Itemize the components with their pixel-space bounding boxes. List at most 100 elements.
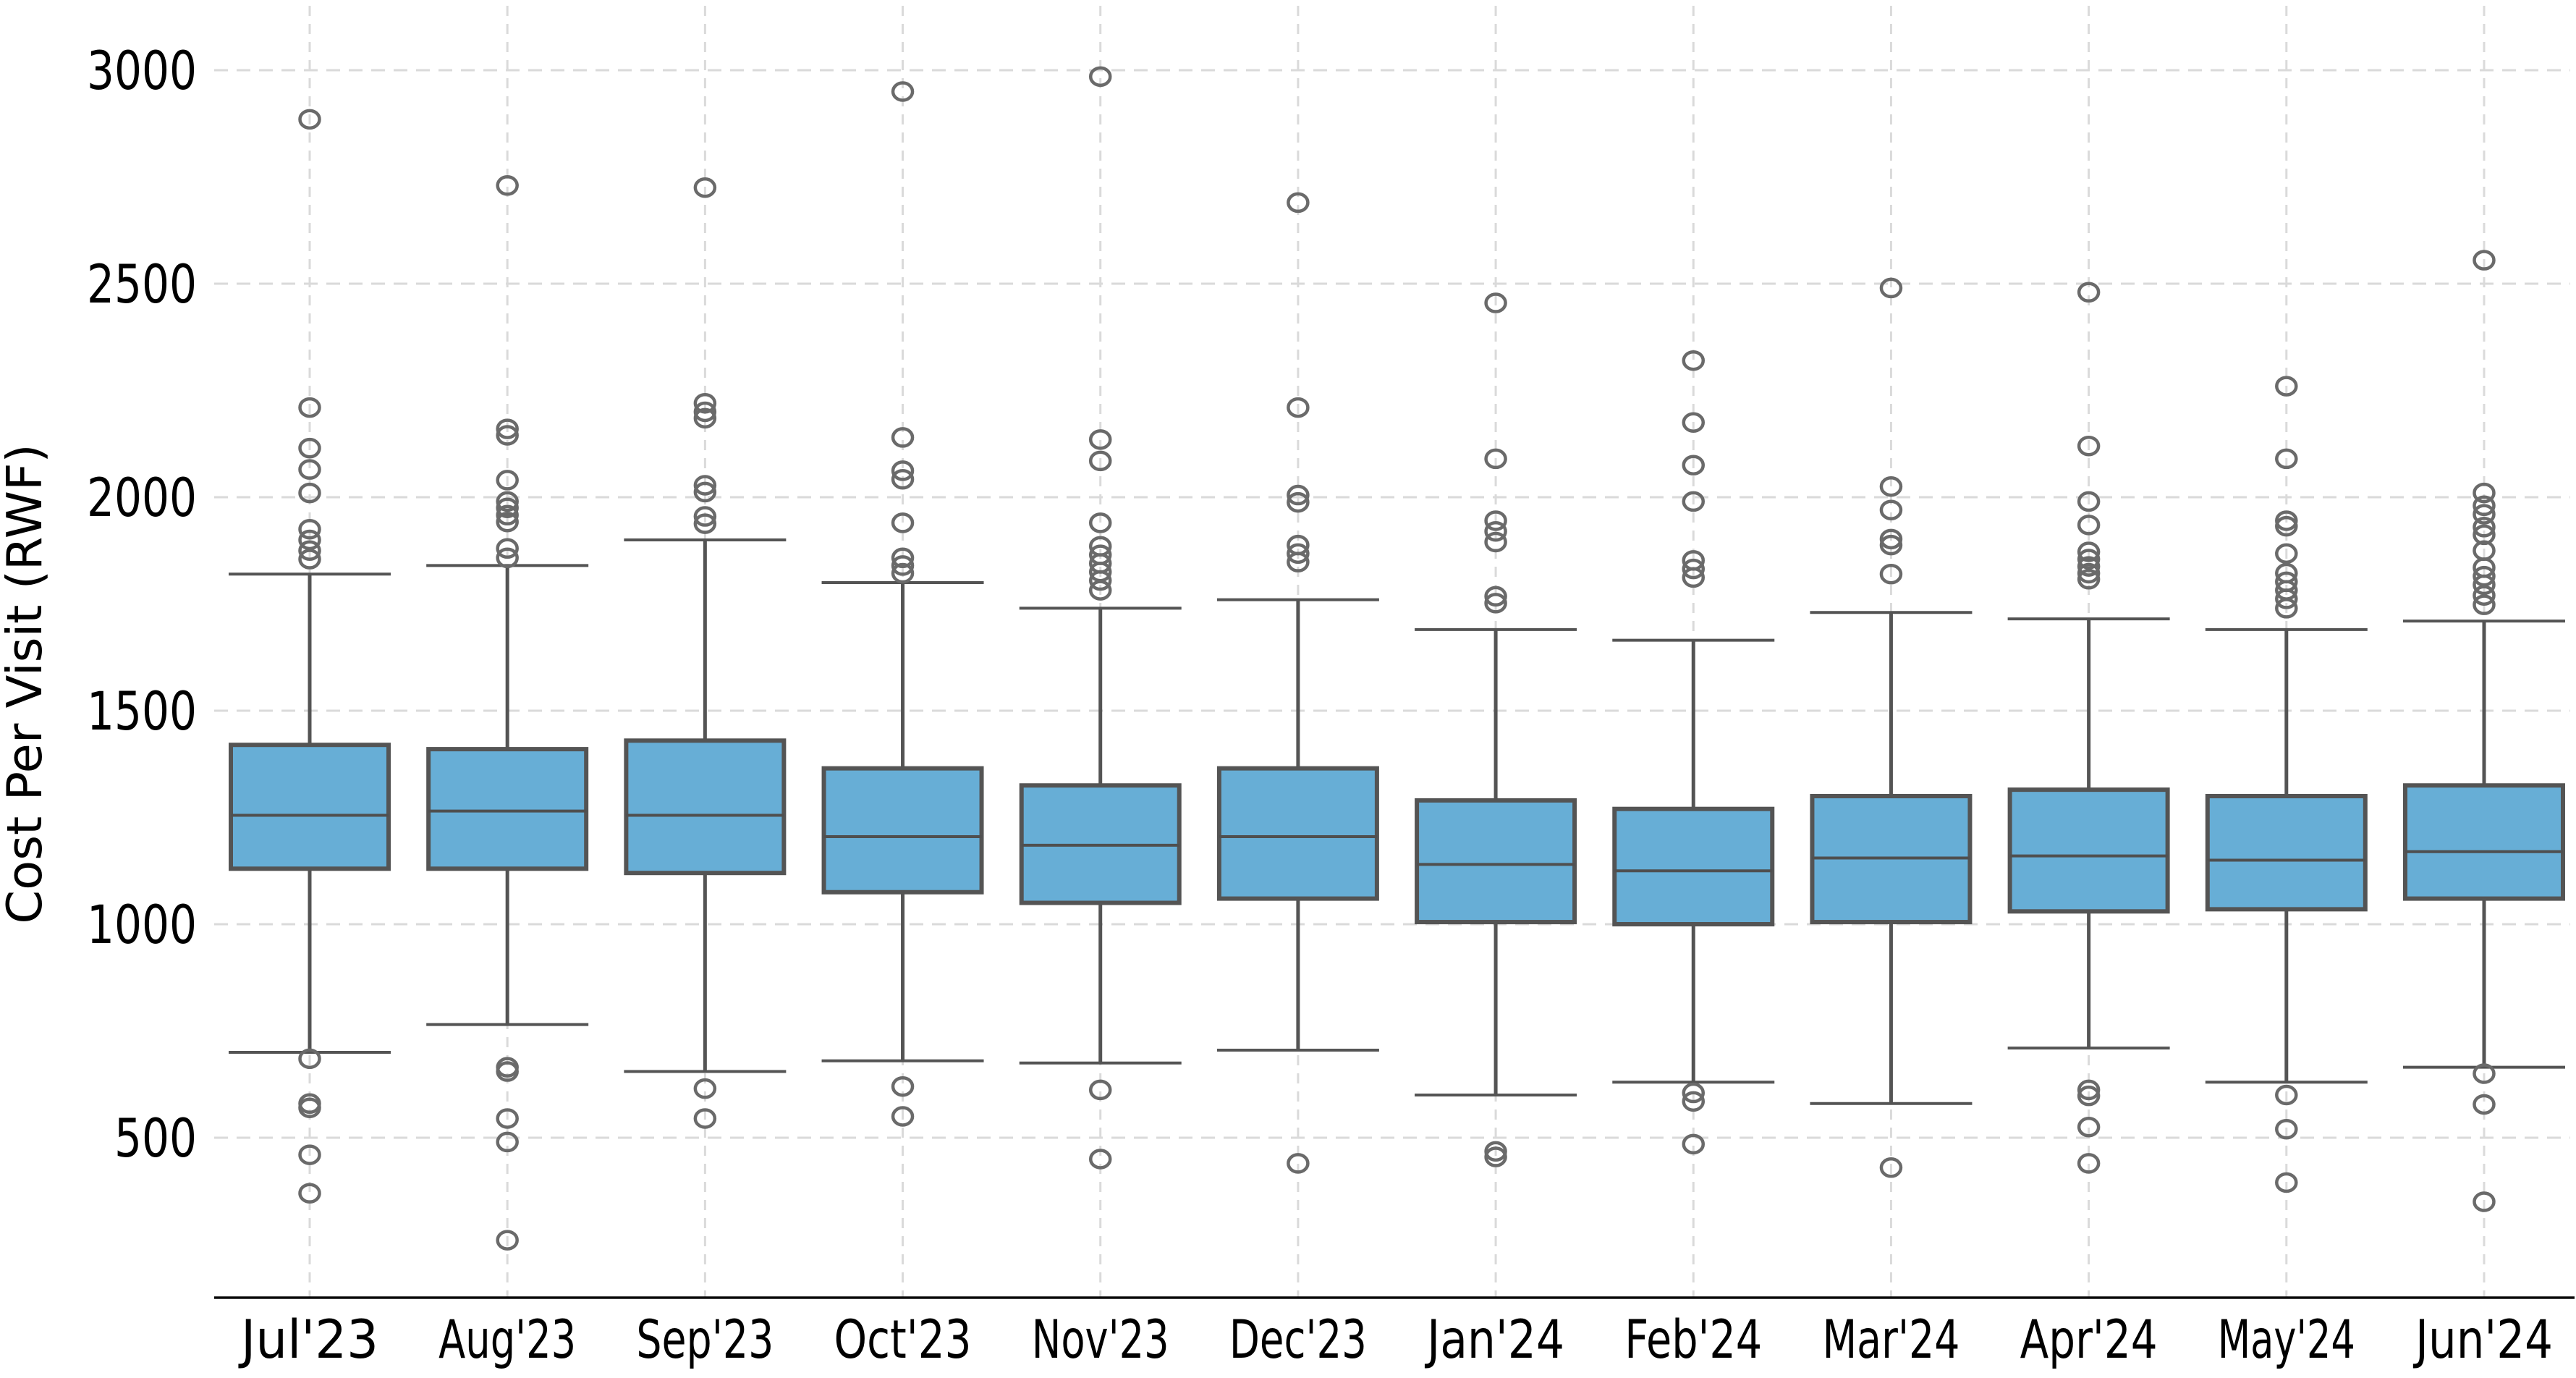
- outlier-point: [2473, 594, 2496, 615]
- x-tick-label: Aug'23: [438, 1309, 576, 1371]
- outlier-point: [2077, 491, 2101, 512]
- x-tick-label: Apr'24: [2020, 1309, 2158, 1371]
- outlier-point: [298, 109, 321, 130]
- outlier-point: [2275, 1084, 2298, 1106]
- outlier-point: [2473, 1094, 2496, 1115]
- outlier-point: [693, 513, 717, 534]
- outlier-point: [1682, 567, 1706, 588]
- outlier-point: [693, 177, 717, 198]
- outlier-point: [298, 397, 321, 418]
- outlier-point: [496, 470, 519, 491]
- outlier-point: [298, 1097, 321, 1118]
- outlier-point: [2473, 1191, 2496, 1212]
- box-group-mar24: [1810, 611, 1973, 1105]
- outlier-point: [1088, 450, 1112, 472]
- outlier-point: [1088, 512, 1112, 533]
- outlier-point: [2275, 448, 2298, 470]
- outlier-point: [298, 549, 321, 570]
- grid-horizontal-group: [214, 69, 2570, 1139]
- outlier-point: [1879, 528, 1903, 550]
- outlier-point: [2077, 541, 2101, 562]
- outlier-point: [496, 547, 519, 569]
- outlier-point: [1879, 499, 1903, 520]
- grid-vertical-group: [308, 6, 2486, 1298]
- outlier-point: [1287, 192, 1310, 214]
- outlier-point: [2077, 562, 2101, 584]
- iqr-box: [1415, 798, 1577, 925]
- outlier-point: [1287, 543, 1310, 565]
- outlier-point: [1484, 292, 1507, 313]
- outlier-point: [2077, 549, 2101, 570]
- outlier-point: [1682, 350, 1706, 371]
- outlier-point: [693, 407, 717, 429]
- outlier-point: [1682, 412, 1706, 433]
- outlier-point: [693, 1108, 717, 1129]
- iqr-box: [2402, 783, 2565, 901]
- outlier-point: [2077, 515, 2101, 536]
- outlier-point: [1682, 491, 1706, 512]
- y-tick-label: 500: [114, 1108, 197, 1170]
- outlier-point: [1088, 66, 1112, 88]
- outlier-point: [1088, 580, 1112, 601]
- outlier-point: [2077, 1079, 2101, 1101]
- outlier-point: [891, 562, 915, 584]
- outlier-point: [298, 437, 321, 459]
- outlier-point: [1879, 1157, 1903, 1178]
- iqr-box: [624, 738, 787, 876]
- outlier-point: [2473, 504, 2496, 525]
- outlier-point: [2473, 565, 2496, 587]
- iqr-box: [229, 743, 391, 871]
- outlier-point: [2473, 517, 2496, 538]
- outlier-point: [891, 427, 915, 448]
- outlier-point: [1287, 484, 1310, 506]
- outlier-point: [2077, 435, 2101, 457]
- outlier-point: [1287, 491, 1310, 513]
- outlier-point: [1879, 563, 1903, 585]
- iqr-box: [821, 766, 984, 895]
- outlier-point: [693, 401, 717, 423]
- outlier-point: [891, 555, 915, 576]
- outlier-point: [2077, 1153, 2101, 1174]
- outlier-point: [1287, 397, 1310, 418]
- x-tick-label: Nov'23: [1032, 1309, 1169, 1371]
- outlier-point: [1484, 510, 1507, 531]
- outlier-point: [891, 547, 915, 569]
- outlier-point: [1682, 1133, 1706, 1155]
- x-tick-label: Oct'23: [834, 1309, 972, 1371]
- iqr-box: [2007, 787, 2170, 914]
- outlier-point: [2077, 556, 2101, 577]
- outlier-point: [298, 540, 321, 561]
- outlier-point: [1879, 277, 1903, 299]
- outlier-point: [2275, 598, 2298, 619]
- box-group-oct23: [821, 581, 984, 1062]
- outlier-point: [298, 482, 321, 504]
- outlier-point: [891, 460, 915, 481]
- outlier-point: [2077, 1117, 2101, 1138]
- outlier-point: [1682, 1091, 1706, 1112]
- outlier-point: [2473, 495, 2496, 517]
- box-group-may24: [2205, 627, 2368, 1084]
- outlier-point: [496, 418, 519, 439]
- outlier-point: [891, 468, 915, 490]
- outlier-point: [496, 497, 519, 518]
- outlier-point: [1088, 570, 1112, 591]
- box-group-apr24: [2007, 617, 2170, 1050]
- outlier-point: [693, 1078, 717, 1099]
- outlier-point: [1088, 1149, 1112, 1170]
- outlier-point: [496, 504, 519, 526]
- outlier-point: [1682, 558, 1706, 580]
- outlier-point: [1879, 476, 1903, 497]
- tick-labels-group: 3000 2500 2000 1500 1000 500 Jul'23 Aug'23 Sep'2…: [87, 41, 2553, 1371]
- outlier-point: [2275, 588, 2298, 609]
- x-tick-label: Dec'23: [1229, 1309, 1367, 1371]
- outlier-point: [496, 491, 519, 512]
- outlier-point: [2275, 510, 2298, 531]
- y-tick-label: 2500: [87, 254, 197, 316]
- x-tick-label: Jun'24: [2413, 1309, 2553, 1371]
- outlier-point: [496, 175, 519, 196]
- outlier-point: [298, 529, 321, 551]
- box-group-jun24: [2402, 620, 2565, 1069]
- iqr-box: [2205, 794, 2368, 912]
